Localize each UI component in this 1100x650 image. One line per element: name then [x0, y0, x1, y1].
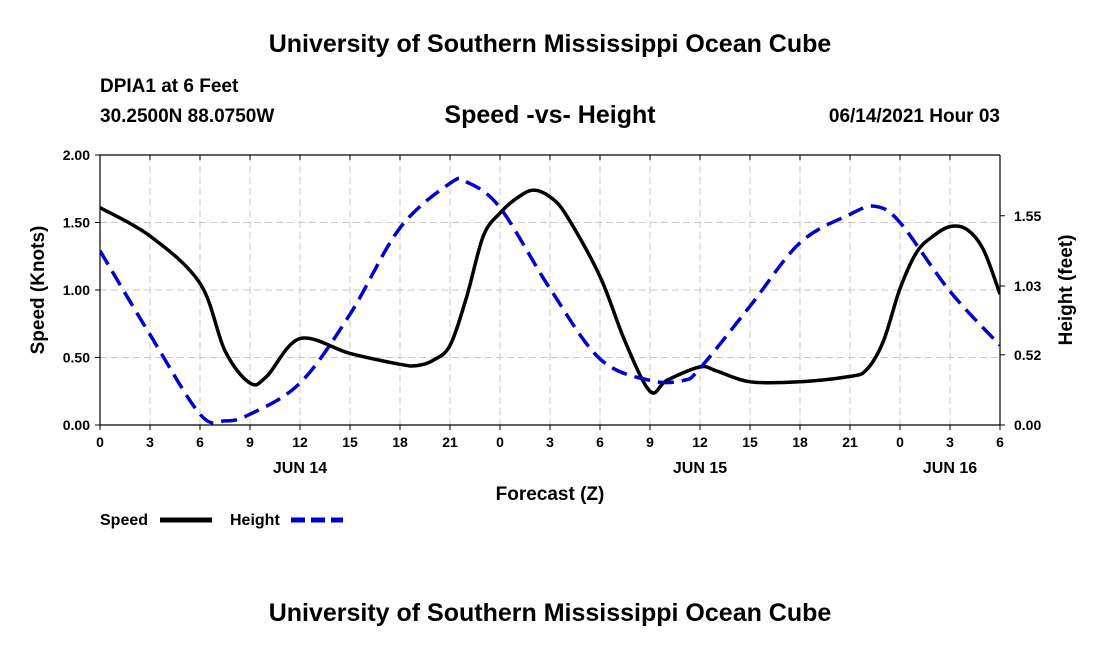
y-axis-title-left: Speed (Knots) [28, 226, 49, 355]
x-tick-label: 6 [596, 434, 604, 450]
date-label: JUN 14 [273, 460, 327, 477]
x-tick-label: 12 [692, 434, 708, 450]
x-tick-label: 18 [792, 434, 808, 450]
x-tick-label: 21 [442, 434, 458, 450]
x-tick-label: 6 [996, 434, 1004, 450]
y-tick-label-left: 0.00 [63, 417, 90, 433]
x-tick-label: 12 [292, 434, 308, 450]
x-tick-label: 3 [946, 434, 954, 450]
y-tick-label-left: 1.50 [63, 215, 90, 231]
x-tick-label: 3 [546, 434, 554, 450]
chart-subtitle: Speed -vs- Height [444, 101, 656, 129]
datetime-label: 06/14/2021 Hour 03 [828, 106, 1000, 127]
y-tick-label-right: 0.00 [1014, 417, 1041, 433]
x-tick-label: 0 [96, 434, 104, 450]
date-label: JUN 15 [673, 460, 727, 477]
page-title: University of Southern Mississippi Ocean… [268, 30, 832, 58]
series-line-height [100, 176, 1000, 425]
x-tick-label: 18 [392, 434, 408, 450]
y-tick-label-left: 2.00 [63, 147, 90, 163]
x-tick-label: 0 [496, 434, 504, 450]
x-tick-label: 9 [246, 434, 254, 450]
x-tick-label: 15 [742, 434, 758, 450]
x-axis-title: Forecast (Z) [496, 484, 605, 505]
y-tick-label-left: 1.00 [63, 282, 90, 298]
y-tick-label-right: 1.03 [1014, 278, 1041, 294]
x-tick-label: 9 [646, 434, 654, 450]
x-tick-label: 6 [196, 434, 204, 450]
x-tick-label: 21 [842, 434, 858, 450]
y-tick-label-left: 0.50 [63, 350, 90, 366]
footer-title: University of Southern Mississippi Ocean… [268, 599, 832, 627]
legend-label-height: Height [230, 512, 280, 529]
x-tick-label: 3 [146, 434, 154, 450]
legend-label-speed: Speed [100, 512, 148, 529]
series-line-speed [100, 188, 1000, 395]
coordinates-label: 30.2500N 88.0750W [100, 106, 275, 127]
y-tick-label-right: 1.55 [1014, 208, 1041, 224]
x-tick-label: 15 [342, 434, 358, 450]
x-tick-label: 0 [896, 434, 904, 450]
y-tick-label-right: 0.52 [1014, 347, 1041, 363]
y-axis-title-right: Height (feet) [1056, 235, 1077, 346]
station-label: DPIA1 at 6 Feet [100, 76, 239, 97]
date-label: JUN 16 [923, 460, 977, 477]
